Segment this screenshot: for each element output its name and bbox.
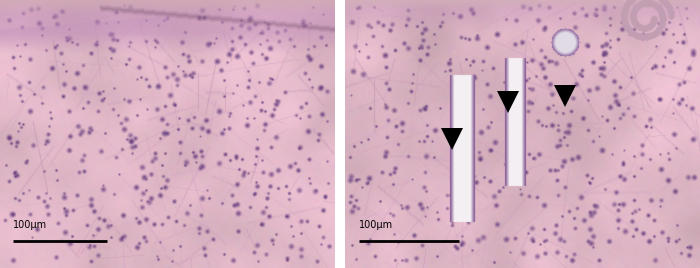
- Text: 100μm: 100μm: [359, 221, 393, 230]
- Text: 100μm: 100μm: [13, 221, 48, 230]
